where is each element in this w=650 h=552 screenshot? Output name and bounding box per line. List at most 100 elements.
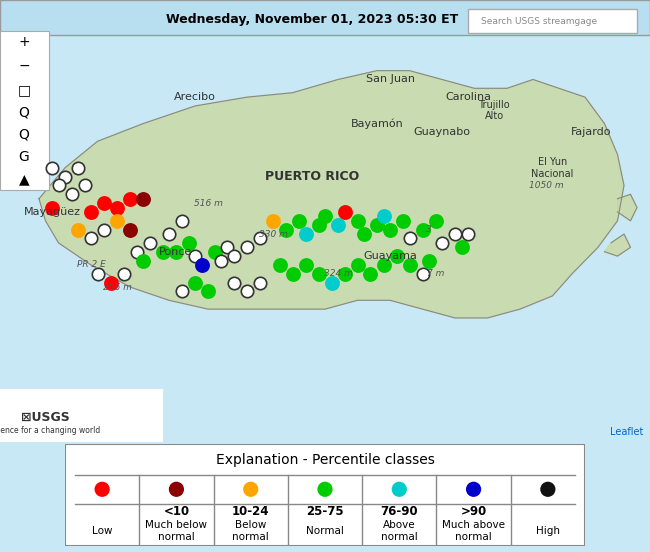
Point: [437, 238, 447, 247]
Text: Much below
normal: Much below normal: [146, 521, 207, 542]
Text: ▲: ▲: [19, 172, 29, 186]
Text: Below
normal: Below normal: [232, 521, 269, 542]
Text: Explanation - Percentile classes: Explanation - Percentile classes: [216, 453, 434, 466]
Text: Trujillo
Alto: Trujillo Alto: [478, 99, 510, 121]
Point: [183, 238, 194, 247]
Point: [469, 485, 479, 493]
Text: Arecibo: Arecibo: [174, 92, 216, 102]
Point: [60, 172, 70, 181]
Point: [138, 194, 148, 203]
Point: [47, 163, 57, 172]
Point: [404, 234, 415, 243]
Text: Ponce: Ponce: [159, 247, 192, 257]
Point: [118, 269, 129, 278]
Text: Guaynabo: Guaynabo: [413, 128, 471, 137]
Point: [242, 243, 252, 252]
Point: [164, 230, 174, 238]
Point: [203, 287, 213, 296]
Point: [144, 238, 155, 247]
Text: Carolina: Carolina: [445, 92, 491, 102]
FancyBboxPatch shape: [0, 31, 49, 190]
Text: Bayamón: Bayamón: [350, 118, 404, 129]
Point: [352, 216, 363, 225]
Point: [53, 181, 64, 190]
Point: [398, 216, 408, 225]
Polygon shape: [39, 71, 624, 318]
Point: [170, 247, 181, 256]
Text: □: □: [18, 83, 31, 98]
Point: [255, 234, 265, 243]
Point: [543, 485, 553, 493]
Point: [268, 216, 278, 225]
Text: 7 m: 7 m: [427, 269, 444, 278]
Text: 324 m: 324 m: [324, 269, 352, 278]
Point: [171, 485, 181, 493]
Point: [138, 256, 148, 265]
Text: <10: <10: [163, 505, 190, 518]
Point: [456, 243, 467, 252]
Text: >90: >90: [460, 505, 487, 518]
Point: [125, 225, 135, 234]
Polygon shape: [618, 194, 637, 221]
Point: [287, 269, 298, 278]
Text: PR 2 E: PR 2 E: [77, 261, 105, 269]
Point: [365, 269, 376, 278]
Point: [125, 194, 135, 203]
Point: [229, 278, 239, 287]
Text: 330 m: 330 m: [259, 230, 287, 238]
Point: [99, 225, 109, 234]
Point: [417, 269, 428, 278]
Point: [313, 221, 324, 230]
Point: [105, 278, 116, 287]
Point: [274, 261, 285, 269]
Text: San Juan: San Juan: [365, 75, 415, 84]
Text: El Yun
Nacional: El Yun Nacional: [531, 157, 574, 179]
Text: 76-90: 76-90: [380, 505, 418, 518]
Text: Search USGS streamgage: Search USGS streamgage: [482, 17, 597, 26]
Point: [326, 278, 337, 287]
FancyBboxPatch shape: [0, 389, 162, 442]
Point: [313, 269, 324, 278]
Point: [424, 256, 434, 265]
Point: [320, 212, 330, 221]
Text: ⊠USGS: ⊠USGS: [21, 411, 70, 424]
Text: science for a changing world: science for a changing world: [0, 426, 101, 435]
Text: G: G: [19, 150, 29, 164]
Point: [209, 247, 220, 256]
Text: +: +: [18, 35, 30, 49]
Text: 3: 3: [426, 225, 432, 234]
Text: Q: Q: [19, 105, 29, 120]
Point: [339, 208, 350, 216]
Point: [385, 225, 395, 234]
Point: [86, 208, 96, 216]
Text: Normal: Normal: [306, 526, 344, 536]
Point: [222, 243, 233, 252]
Text: Guayama: Guayama: [363, 251, 417, 261]
Point: [79, 181, 90, 190]
Point: [97, 485, 107, 493]
Point: [333, 221, 343, 230]
Point: [157, 247, 168, 256]
FancyBboxPatch shape: [0, 0, 650, 35]
Text: Q: Q: [19, 128, 29, 142]
Text: Wednesday, November 01, 2023 05:30 ET: Wednesday, November 01, 2023 05:30 ET: [166, 13, 458, 26]
Text: Leaflet: Leaflet: [610, 427, 643, 437]
Text: 25-75: 25-75: [306, 505, 344, 518]
Point: [255, 278, 265, 287]
Point: [378, 261, 389, 269]
Text: 1050 m: 1050 m: [528, 181, 564, 190]
Point: [92, 269, 103, 278]
Point: [300, 230, 311, 238]
Point: [320, 485, 330, 493]
Text: Mayagüez: Mayagüez: [23, 207, 81, 217]
Text: Low: Low: [92, 526, 112, 536]
Text: 516 m: 516 m: [194, 199, 222, 208]
Point: [86, 234, 96, 243]
Point: [131, 247, 142, 256]
Polygon shape: [604, 234, 630, 256]
Point: [190, 278, 200, 287]
Point: [99, 199, 109, 208]
Text: −: −: [18, 59, 30, 73]
Point: [394, 485, 404, 493]
Point: [294, 216, 304, 225]
